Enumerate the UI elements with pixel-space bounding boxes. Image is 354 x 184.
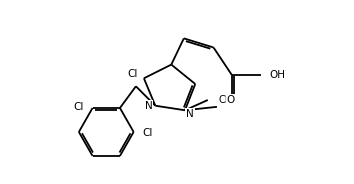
- Text: CH₃: CH₃: [218, 95, 236, 105]
- Text: N: N: [186, 109, 194, 119]
- Text: OH: OH: [269, 70, 285, 80]
- Text: N: N: [145, 101, 153, 111]
- Text: Cl: Cl: [142, 128, 153, 138]
- Text: O: O: [227, 95, 235, 105]
- Text: Cl: Cl: [127, 69, 137, 79]
- Text: Cl: Cl: [74, 102, 84, 112]
